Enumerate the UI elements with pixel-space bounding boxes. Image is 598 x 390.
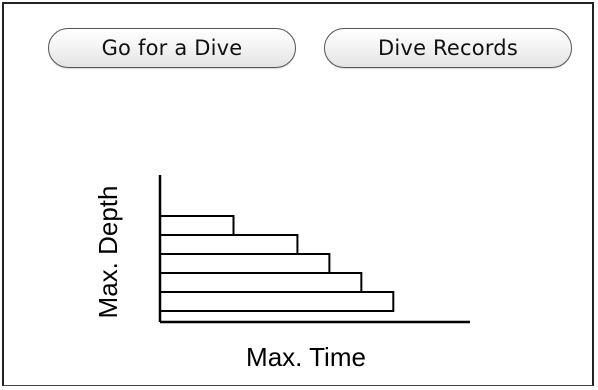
bar-4	[159, 272, 363, 293]
bar-5	[159, 291, 395, 312]
dive-records-button[interactable]: Dive Records	[324, 28, 572, 68]
chart-bars	[159, 215, 395, 312]
y-axis-label: Max. Depth	[93, 186, 123, 319]
bar-2	[159, 234, 299, 255]
bar-3	[159, 253, 331, 274]
x-axis-label: Max. Time	[246, 342, 366, 372]
go-for-a-dive-button[interactable]: Go for a Dive	[48, 28, 296, 68]
bar-1	[159, 215, 235, 236]
